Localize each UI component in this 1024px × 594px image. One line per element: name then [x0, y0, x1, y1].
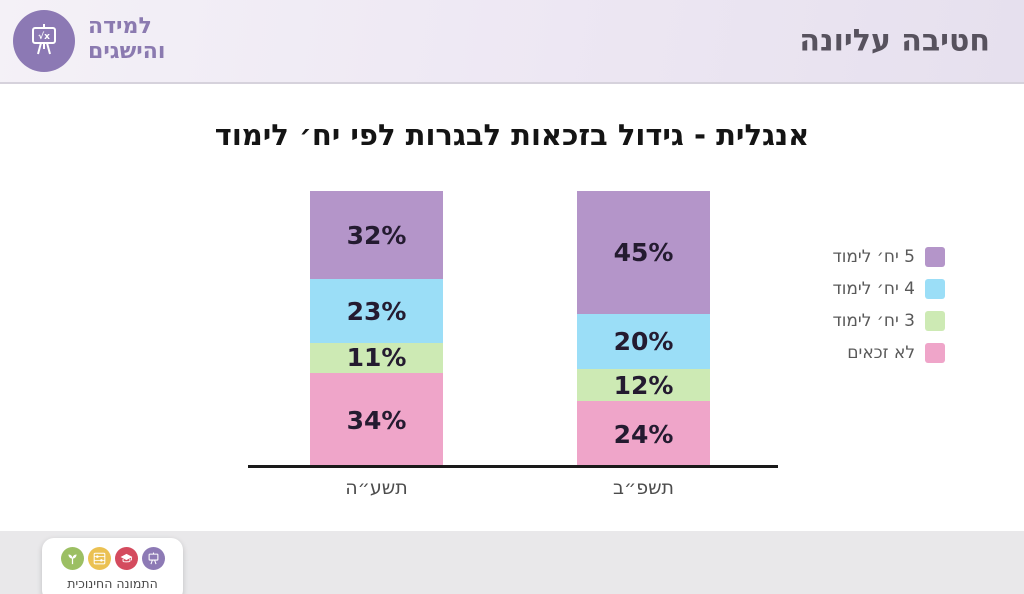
stacked-bar: 32% 23% 11% 34% — [310, 191, 443, 467]
chart-title: אנגלית - גידול בזכאות לבגרות לפי יח׳ לימ… — [214, 118, 810, 152]
bar-segment: 32% — [310, 191, 443, 280]
seedling-icon — [60, 547, 84, 570]
easel-sqrt-icon: √x — [25, 20, 63, 62]
learning-achievements-logo: √x — [13, 10, 75, 72]
legend-label: לא זכאים — [847, 343, 915, 363]
category-label: תשע״ה — [345, 477, 408, 499]
legend-swatch — [925, 279, 945, 299]
logo-text: למידה והישגים — [88, 14, 165, 64]
easel-icon — [141, 547, 165, 570]
graduation-cap-icon — [114, 547, 138, 570]
legend-row: 3 יח׳ לימוד — [832, 311, 945, 331]
bar-segment: 11% — [310, 342, 443, 374]
legend-label: 3 יח׳ לימוד — [832, 311, 915, 331]
logo-text-line2: והישגים — [88, 39, 166, 64]
stacked-bar: 45% 20% 12% 24% — [577, 191, 710, 467]
legend-swatch — [925, 343, 945, 363]
logo-text-line1: למידה — [88, 14, 152, 39]
legend-swatch — [925, 311, 945, 331]
legend: 5 יח׳ לימוד 4 יח׳ לימוד 3 יח׳ לימוד לא זכאי… — [832, 247, 945, 375]
legend-row: לא זכאים — [832, 343, 945, 363]
legend-swatch — [925, 247, 945, 267]
page-title: חטיבה עליונה — [799, 23, 990, 59]
legend-label: 4 יח׳ לימוד — [832, 279, 915, 299]
bar-segment: 34% — [310, 373, 443, 467]
legend-label: 5 יח׳ לימוד — [832, 247, 915, 267]
bar-segment: 24% — [577, 401, 710, 467]
badge-icons — [60, 547, 165, 570]
svg-text:√x: √x — [38, 31, 50, 42]
category-label: תשפ״ב — [612, 477, 675, 499]
bar-segment: 23% — [310, 279, 443, 343]
badge-label: התמונה החינוכית — [67, 576, 158, 591]
x-axis-line — [248, 465, 778, 468]
legend-row: 4 יח׳ לימוד — [832, 279, 945, 299]
legend-row: 5 יח׳ לימוד — [832, 247, 945, 267]
bar-segment: 45% — [577, 191, 710, 314]
educational-picture-badge: התמונה החינוכית — [42, 538, 183, 594]
bar-segment: 20% — [577, 313, 710, 369]
header: √x למידה והישגים חטיבה עליונה — [0, 0, 1024, 84]
abacus-icon — [87, 547, 111, 570]
bar-segment: 12% — [577, 368, 710, 402]
